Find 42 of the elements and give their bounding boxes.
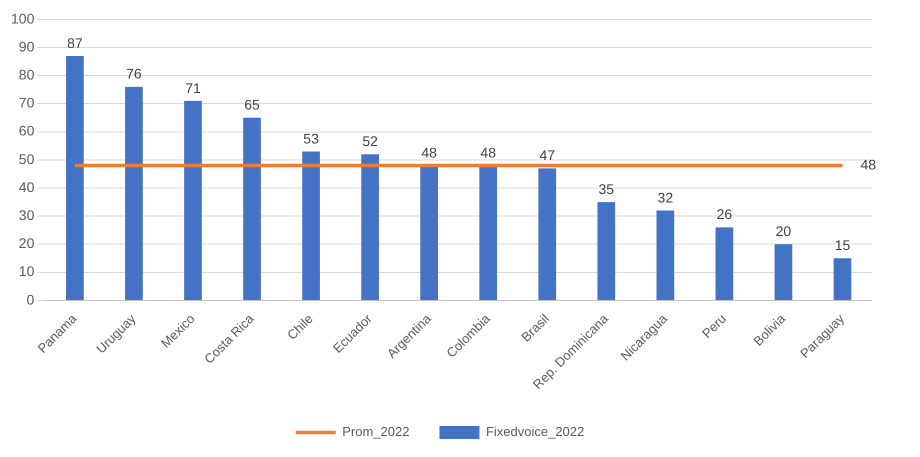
y-tick-label: 100 [11, 10, 35, 26]
bar [125, 86, 143, 300]
data-label: 26 [716, 206, 732, 222]
data-label: 48 [480, 144, 496, 160]
bar [184, 100, 202, 300]
bar [538, 168, 556, 300]
data-label: 76 [126, 66, 142, 82]
bar [243, 118, 261, 300]
data-label: 65 [244, 96, 260, 113]
data-label: 20 [776, 223, 792, 240]
bar [597, 202, 616, 300]
bar [656, 210, 674, 300]
y-tick-label: 40 [18, 178, 35, 195]
bar [479, 166, 498, 300]
data-label: 52 [362, 133, 378, 150]
y-tick-label: 50 [18, 150, 35, 167]
data-label: 48 [860, 156, 876, 172]
data-label: 53 [303, 130, 320, 146]
legend-label: Prom_2022 [342, 424, 410, 440]
y-tick-label: 60 [18, 122, 35, 139]
bar [716, 227, 734, 300]
bar [834, 258, 852, 300]
y-tick-label: 20 [18, 235, 35, 252]
bar [302, 152, 320, 300]
data-label: 32 [658, 189, 674, 206]
data-label: 87 [67, 34, 83, 51]
data-label: 71 [185, 80, 201, 96]
bar [361, 154, 379, 300]
data-label: 47 [539, 147, 556, 164]
y-tick-label: 10 [18, 263, 35, 280]
bar [420, 166, 438, 300]
bar [774, 244, 792, 300]
bar [66, 56, 84, 300]
y-tick-label: 70 [18, 94, 35, 111]
y-tick-label: 0 [26, 291, 35, 308]
data-label: 48 [421, 144, 438, 160]
y-tick-label: 30 [18, 207, 35, 223]
data-label: 15 [834, 237, 850, 254]
y-tick-label: 80 [18, 66, 35, 82]
legend-label: Fixedvoice_2022 [486, 424, 584, 440]
data-label: 35 [598, 180, 614, 197]
y-tick-label: 90 [18, 38, 35, 54]
